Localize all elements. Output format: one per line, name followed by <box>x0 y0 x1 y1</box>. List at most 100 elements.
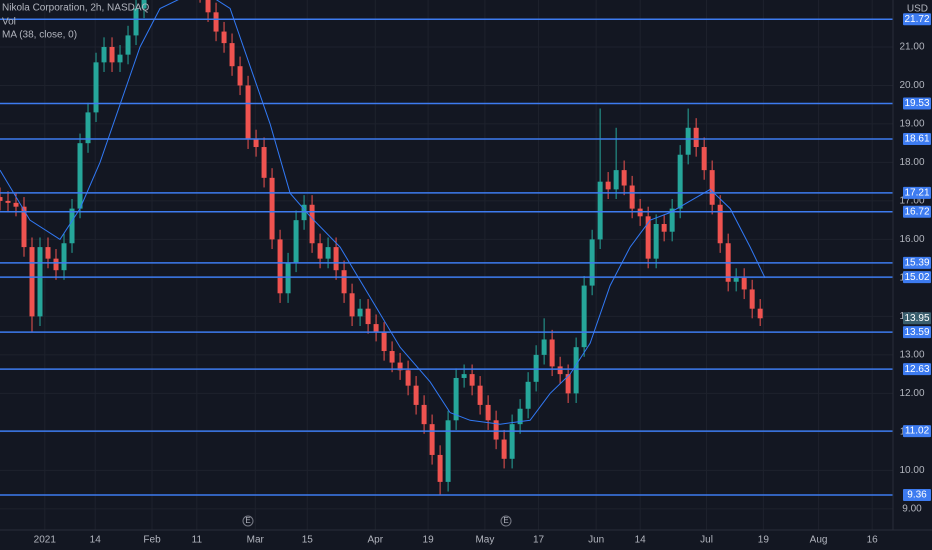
candle-body <box>733 277 739 282</box>
candle-body <box>469 374 475 386</box>
candle-body <box>37 247 43 317</box>
candle-body <box>429 424 435 455</box>
candle-body <box>493 420 499 440</box>
candle-body <box>581 285 587 348</box>
candle-body <box>13 202 19 207</box>
level-label: 18.61 <box>904 134 929 145</box>
candle-body <box>413 385 419 405</box>
candle-body <box>637 208 643 217</box>
grid <box>0 0 893 530</box>
candle-body <box>301 204 307 221</box>
last-price-label: 13.95 <box>904 313 929 324</box>
candle-body <box>661 224 667 232</box>
candle-body <box>509 424 515 459</box>
candle-body <box>485 404 491 421</box>
level-label: 16.72 <box>904 206 929 217</box>
level-label-box <box>903 488 931 501</box>
svg-text:E: E <box>503 516 508 525</box>
moving-average <box>0 0 766 425</box>
candle-body <box>461 374 467 378</box>
candle-body <box>61 243 67 271</box>
candle-body <box>701 147 707 171</box>
candle-body <box>421 404 427 425</box>
y-tick-label: 21.00 <box>899 42 924 53</box>
candle-body <box>261 147 267 178</box>
candle-body <box>141 0 147 9</box>
svg-text:E: E <box>245 516 250 525</box>
level-label: 11.02 <box>905 426 930 437</box>
level-label: 13.59 <box>904 327 929 338</box>
candle-body <box>477 385 483 405</box>
chart-title: Nikola Corporation, 2h, NASDAQ <box>2 3 150 14</box>
candle-body <box>605 181 611 190</box>
x-tick-label: 16 <box>867 535 879 546</box>
y-tick-label: 19.00 <box>899 119 924 130</box>
x-tick-label: 14 <box>90 535 102 546</box>
candle-body <box>573 347 579 394</box>
candle-body <box>333 247 339 271</box>
y-tick-label: 13.00 <box>899 350 924 361</box>
x-tick-label: May <box>475 535 494 546</box>
candle-body <box>93 62 99 113</box>
candle-body <box>381 331 387 352</box>
candle-body <box>629 185 635 209</box>
level-label-box <box>903 205 931 218</box>
x-tick-label: Apr <box>368 535 384 546</box>
candle-body <box>45 247 51 259</box>
x-tick-label: 2021 <box>34 535 57 546</box>
candle-body <box>229 43 235 67</box>
candle-body <box>357 308 363 317</box>
x-tick-label: 11 <box>192 535 203 546</box>
x-tick-label: Feb <box>143 535 161 546</box>
candle-body <box>373 324 379 332</box>
candle-body <box>117 54 123 63</box>
y-tick-label: 20.00 <box>899 80 924 91</box>
x-tick-label: 15 <box>302 535 314 546</box>
candle-body <box>541 339 547 355</box>
candle-body <box>597 181 603 240</box>
y-tick-label: 9.00 <box>902 503 922 514</box>
candle-body <box>317 243 323 259</box>
level-label: 21.72 <box>904 14 929 25</box>
candle-body <box>717 204 723 244</box>
candle-body <box>285 262 291 294</box>
candle-body <box>741 277 747 290</box>
y-tick-label: 16.00 <box>899 234 924 245</box>
candle-body <box>549 339 555 367</box>
candle-body <box>269 177 275 240</box>
level-label-box <box>903 132 931 145</box>
x-tick-label: Mar <box>247 535 265 546</box>
y-tick-label: 10.00 <box>899 465 924 476</box>
x-tick-label: 14 <box>635 535 647 546</box>
legend-entry: Vol <box>2 17 16 28</box>
candle-body <box>621 170 627 186</box>
level-label: 15.39 <box>904 258 929 269</box>
earnings-marker: E E <box>242 515 512 527</box>
level-label-box <box>903 363 931 376</box>
candle-body <box>565 374 571 394</box>
level-label-box <box>903 256 931 269</box>
candle-body <box>293 220 299 263</box>
level-label-box <box>903 97 931 110</box>
y-tick-label: 18.00 <box>899 157 924 168</box>
candle-body <box>685 127 691 155</box>
candle-body <box>237 66 243 86</box>
candle-body <box>253 139 259 148</box>
level-label: 17.21 <box>904 187 929 198</box>
x-tick-label: Jul <box>700 535 713 546</box>
candle-body <box>517 408 523 425</box>
candle-body <box>365 308 371 325</box>
candle-body <box>205 0 211 13</box>
candle-body <box>525 381 531 409</box>
plot-area <box>0 0 893 496</box>
candle-body <box>0 197 3 201</box>
candle-body <box>613 170 619 190</box>
level-label-box <box>903 425 931 438</box>
candle-body <box>397 362 403 371</box>
candle-body <box>85 112 91 144</box>
level-label-box <box>903 186 931 199</box>
candle-body <box>349 293 355 317</box>
candle-body <box>125 35 131 55</box>
x-tick-label: 19 <box>758 535 770 546</box>
x-tick-label: 17 <box>533 535 545 546</box>
